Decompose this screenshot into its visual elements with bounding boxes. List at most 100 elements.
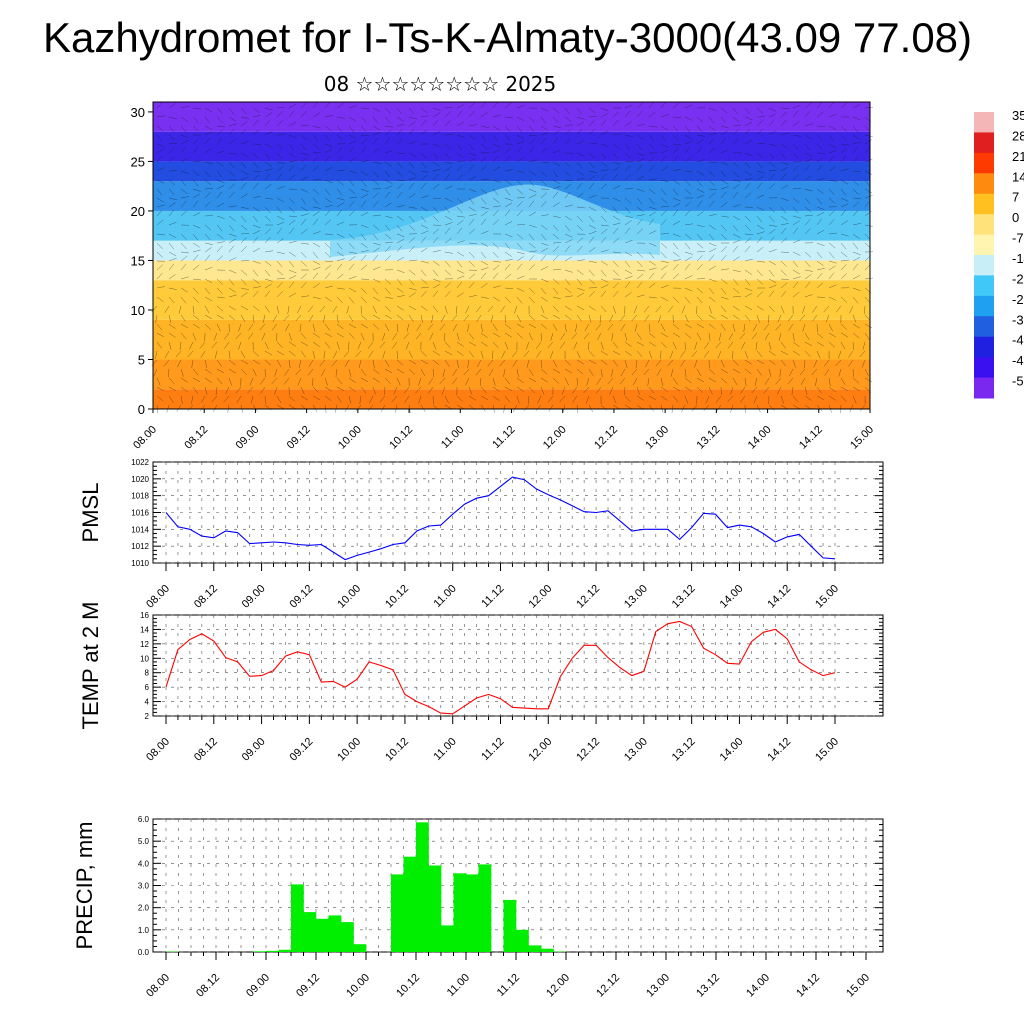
- wind-barb: [768, 130, 776, 136]
- wind-barb: [264, 206, 271, 214]
- precip-bar: [266, 950, 279, 952]
- wind-barb: [288, 219, 296, 226]
- wind-barb: [168, 197, 177, 200]
- wind-barb: [648, 206, 657, 210]
- wind-barb: [816, 260, 824, 266]
- wind-barb: [684, 141, 693, 145]
- wind-barb: [240, 260, 249, 262]
- wind-barb: [813, 359, 818, 368]
- wind-barb: [660, 179, 669, 183]
- wind-barb: [672, 263, 679, 271]
- wind-barb: [516, 386, 524, 392]
- wind-barb: [516, 287, 525, 292]
- wind-barb: [540, 247, 549, 253]
- wind-barb: [636, 281, 643, 289]
- wind-barb: [528, 368, 534, 376]
- wind-barb: [862, 341, 866, 350]
- wind-barb: [852, 377, 860, 384]
- wind-barb: [768, 249, 777, 253]
- wind-barb: [516, 251, 525, 255]
- wind-barb: [323, 350, 326, 359]
- wind-barb: [168, 188, 175, 196]
- wind-barb: [816, 332, 824, 339]
- wind-barb: [204, 107, 213, 113]
- wind-barb: [744, 293, 753, 298]
- wind-barb: [744, 245, 751, 253]
- wind-barb: [672, 102, 680, 109]
- wind-barb: [300, 111, 307, 118]
- wind-barb: [600, 290, 607, 298]
- wind-barb: [552, 215, 561, 218]
- wind-barb: [480, 206, 489, 210]
- wind-barb: [564, 295, 573, 298]
- wind-barb: [348, 341, 350, 350]
- wind-barb: [372, 287, 379, 295]
- wind-barb: [408, 140, 417, 145]
- y-tick-label: 0.0: [138, 948, 150, 957]
- wind-barb: [164, 305, 170, 313]
- wind-barb: [852, 104, 861, 109]
- wind-barb: [288, 121, 297, 127]
- wind-barb: [348, 179, 355, 187]
- wind-barb: [252, 260, 261, 264]
- wind-barb: [828, 197, 836, 204]
- wind-barb: [180, 146, 187, 154]
- wind-barb: [576, 128, 583, 136]
- wind-barb: [384, 202, 392, 208]
- y-tick-label: 10: [140, 654, 149, 663]
- wind-barb: [660, 210, 667, 217]
- wind-barb: [756, 206, 765, 211]
- wind-barb: [240, 182, 247, 190]
- wind-barb: [192, 377, 201, 383]
- wind-barb: [187, 350, 194, 358]
- wind-barb: [420, 182, 427, 190]
- wind-barb: [852, 242, 859, 250]
- wind-barb: [516, 134, 525, 140]
- wind-barb: [276, 173, 283, 181]
- wind-barb: [528, 377, 537, 383]
- wind-barb: [755, 341, 758, 350]
- wind-barb: [588, 341, 590, 350]
- wind-barb: [648, 134, 655, 142]
- wind-barb: [516, 170, 525, 173]
- wind-barb: [324, 209, 331, 217]
- wind-barb: [764, 332, 770, 341]
- wind-barb: [816, 272, 823, 280]
- wind-barb: [156, 204, 165, 208]
- wind-barb: [732, 296, 741, 298]
- wind-barb: [528, 170, 536, 176]
- wind-barb: [708, 116, 715, 124]
- wind-barb: [492, 143, 501, 148]
- wind-barb: [324, 134, 331, 142]
- wind-barb: [523, 404, 530, 412]
- wind-barb: [300, 228, 308, 235]
- wind-barb: [264, 228, 272, 235]
- wind-barb: [612, 359, 618, 367]
- wind-barb: [420, 206, 428, 212]
- wind-barb: [756, 175, 764, 181]
- wind-barb: [684, 170, 693, 173]
- wind-barb: [684, 256, 692, 262]
- wind-barb: [744, 377, 747, 386]
- wind-barb: [204, 254, 211, 262]
- wind-barb: [444, 215, 453, 221]
- wind-barb: [768, 260, 777, 266]
- wind-barb: [768, 305, 775, 312]
- wind-barb: [504, 314, 507, 323]
- wind-barb: [648, 350, 653, 359]
- wind-barb: [384, 359, 390, 367]
- wind-barb: [644, 314, 650, 322]
- wind-barb: [516, 140, 525, 145]
- wind-barb: [192, 146, 199, 154]
- wind-barb: [384, 179, 393, 184]
- wind-barb: [408, 170, 417, 176]
- wind-barb: [300, 242, 309, 245]
- wind-barb: [452, 323, 458, 332]
- wind-barb: [768, 350, 776, 356]
- wind-barb: [252, 182, 259, 190]
- wind-barb: [780, 290, 787, 298]
- wind-barb: [384, 224, 391, 232]
- wind-barb: [372, 170, 379, 178]
- wind-barb: [840, 395, 847, 402]
- wind-barb: [396, 152, 405, 154]
